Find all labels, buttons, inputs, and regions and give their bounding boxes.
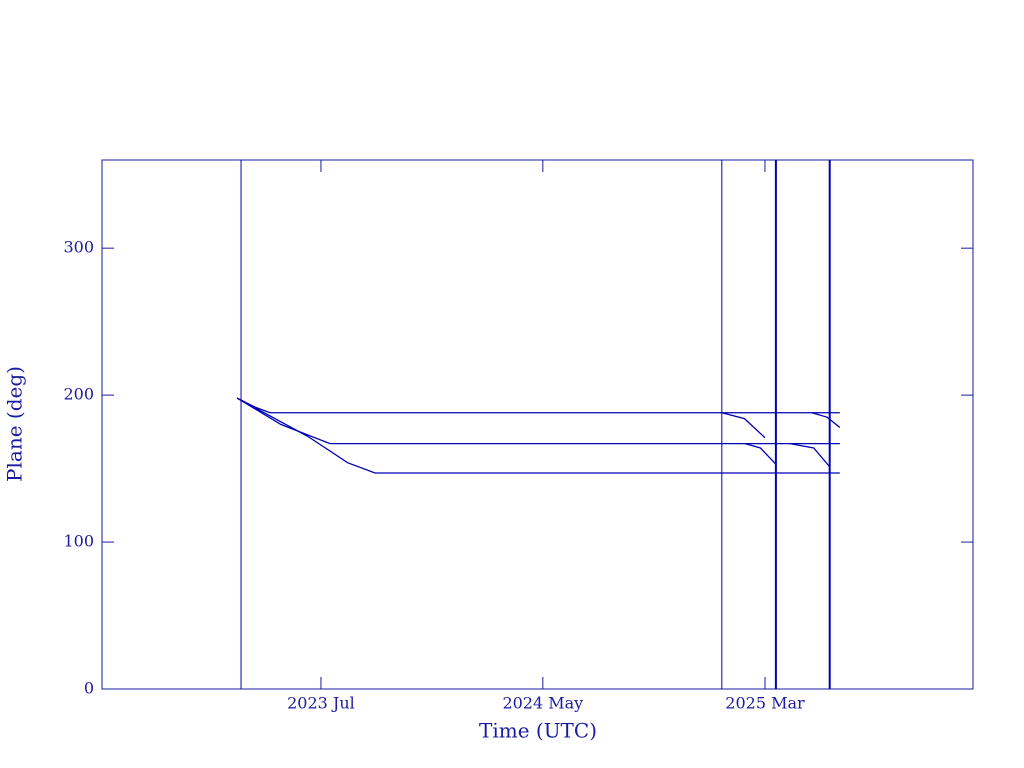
y-tick-label: 100 (63, 532, 94, 551)
data-line (236, 397, 840, 474)
y-tick-label: 200 (63, 385, 94, 404)
plot-frame (101, 159, 974, 690)
x-tick-label: 2025 Mar (725, 694, 805, 713)
data-line (811, 412, 841, 428)
data-line (789, 442, 831, 468)
y-tick-label: 0 (84, 679, 94, 698)
data-line (744, 442, 777, 465)
data-line (236, 397, 840, 445)
y-axis-label: Plane (deg) (3, 366, 27, 482)
data-line (236, 397, 840, 414)
y-tick-label: 300 (63, 238, 94, 257)
x-axis-label: Time (UTC) (479, 719, 597, 743)
data-line (721, 412, 766, 439)
x-tick-label: 2023 Jul (287, 694, 355, 713)
x-tick-label: 2024 May (502, 694, 583, 713)
